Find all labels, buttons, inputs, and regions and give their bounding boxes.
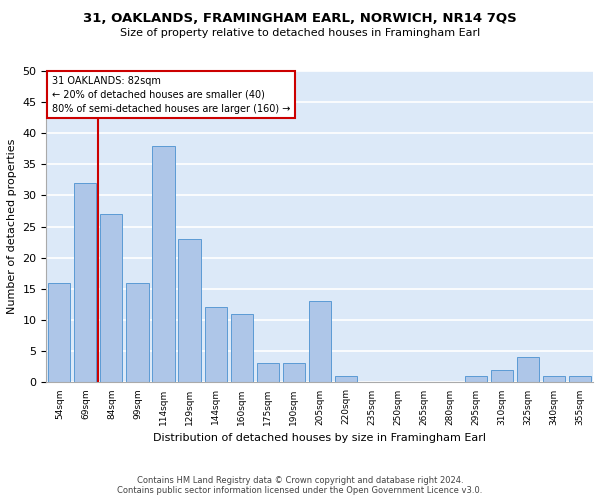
Bar	[308, 301, 331, 382]
Bar	[491, 370, 513, 382]
Bar	[178, 239, 200, 382]
Text: Size of property relative to detached houses in Framingham Earl: Size of property relative to detached ho…	[120, 28, 480, 38]
Bar	[335, 376, 357, 382]
Text: Contains public sector information licensed under the Open Government Licence v3: Contains public sector information licen…	[118, 486, 482, 495]
Bar	[517, 357, 539, 382]
Bar	[205, 308, 227, 382]
Text: Contains HM Land Registry data © Crown copyright and database right 2024.: Contains HM Land Registry data © Crown c…	[137, 476, 463, 485]
Bar	[569, 376, 591, 382]
Bar	[257, 364, 278, 382]
Y-axis label: Number of detached properties: Number of detached properties	[7, 139, 17, 314]
Bar	[152, 146, 175, 382]
Bar	[48, 282, 70, 382]
Bar	[230, 314, 253, 382]
Bar	[465, 376, 487, 382]
X-axis label: Distribution of detached houses by size in Framingham Earl: Distribution of detached houses by size …	[153, 433, 486, 443]
Bar	[543, 376, 565, 382]
Bar	[74, 183, 97, 382]
Bar	[127, 282, 149, 382]
Bar	[100, 214, 122, 382]
Bar	[283, 364, 305, 382]
Text: 31 OAKLANDS: 82sqm
← 20% of detached houses are smaller (40)
80% of semi-detache: 31 OAKLANDS: 82sqm ← 20% of detached hou…	[52, 76, 290, 114]
Text: 31, OAKLANDS, FRAMINGHAM EARL, NORWICH, NR14 7QS: 31, OAKLANDS, FRAMINGHAM EARL, NORWICH, …	[83, 12, 517, 26]
